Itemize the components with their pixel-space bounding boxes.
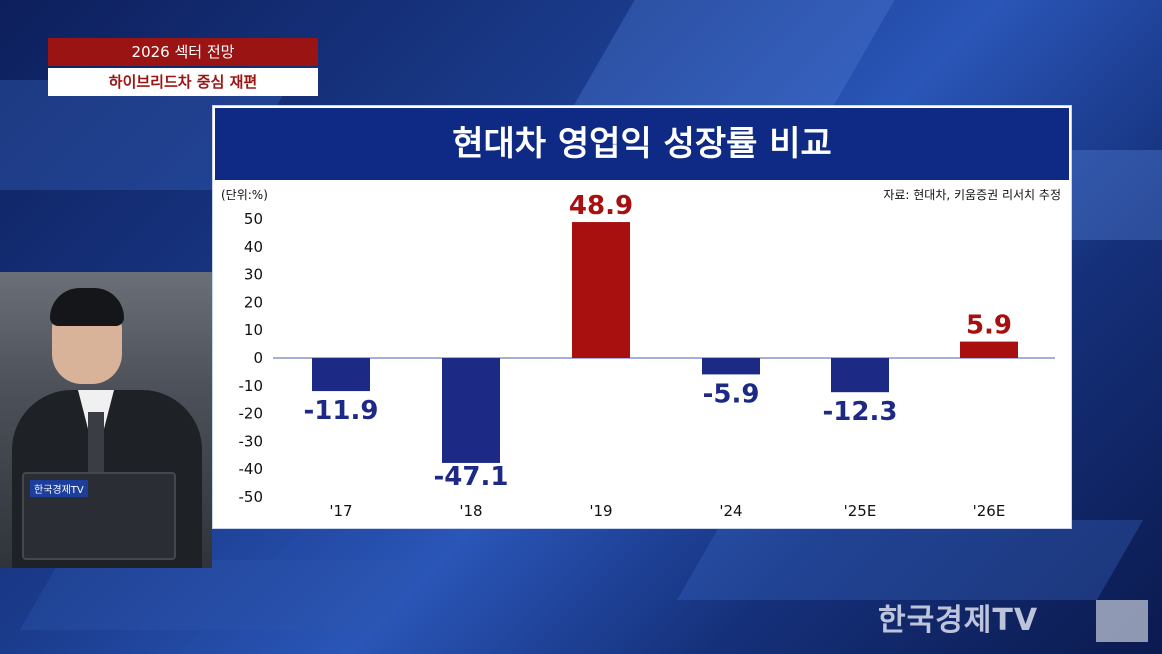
data-label: 48.9 bbox=[569, 191, 633, 221]
x-tick-label: '24 bbox=[719, 502, 742, 520]
y-tick-label: 30 bbox=[244, 266, 263, 284]
background-stripe bbox=[676, 520, 1144, 600]
data-label: -47.1 bbox=[434, 462, 509, 492]
anchor-hair bbox=[50, 288, 124, 326]
bar bbox=[831, 358, 889, 393]
anchor-laptop: 한국경제TV bbox=[22, 472, 176, 560]
bar bbox=[702, 358, 760, 375]
y-tick-label: -40 bbox=[239, 460, 264, 478]
chart-panel: 현대차 영업익 성장률 비교 (단위:%) 자료: 현대차, 키움증권 리서치 … bbox=[212, 105, 1072, 529]
background-stripe bbox=[565, 0, 895, 120]
x-tick-label: '25E bbox=[844, 502, 877, 520]
y-tick-label: 10 bbox=[244, 321, 263, 339]
chart-title: 현대차 영업익 성장률 비교 bbox=[215, 108, 1069, 180]
bar-chart: 50 40 30 20 10 0 -10 -20 -30 -40 -50 -11.9 '17 -47.1 '… bbox=[239, 191, 1055, 520]
anchor-video: 한국경제TV bbox=[0, 272, 212, 568]
y-tick-label: 50 bbox=[244, 210, 263, 228]
bar bbox=[572, 222, 630, 358]
x-tick-label: '19 bbox=[589, 502, 612, 520]
x-tick-label: '26E bbox=[973, 502, 1006, 520]
unit-label: (단위:%) bbox=[221, 188, 268, 202]
bar bbox=[960, 341, 1018, 358]
background-stripe bbox=[19, 560, 421, 630]
segment-subtitle: 하이브리드차 중심 재편 bbox=[48, 68, 318, 96]
x-tick-label: '18 bbox=[459, 502, 482, 520]
y-tick-label: 20 bbox=[244, 293, 263, 311]
data-label: -11.9 bbox=[304, 396, 379, 426]
y-tick-label: 40 bbox=[244, 238, 263, 256]
data-label: 5.9 bbox=[966, 311, 1012, 341]
data-label: -12.3 bbox=[823, 397, 898, 427]
laptop-logo: 한국경제TV bbox=[30, 480, 88, 497]
segment-tag: 2026 섹터 전망 bbox=[48, 38, 318, 66]
watermark-text: 한국경제TV bbox=[878, 603, 1039, 638]
watermark-box bbox=[1096, 600, 1148, 642]
channel-watermark: 한국경제TV bbox=[878, 600, 1148, 642]
y-tick-label: 0 bbox=[253, 349, 263, 367]
bar bbox=[312, 358, 370, 392]
y-tick-label: -20 bbox=[239, 405, 264, 423]
y-tick-label: -30 bbox=[239, 432, 264, 450]
source-note: 자료: 현대차, 키움증권 리서치 추정 bbox=[883, 188, 1061, 202]
data-label-background bbox=[435, 462, 507, 491]
y-tick-label: -50 bbox=[239, 488, 264, 506]
x-tick-label: '17 bbox=[329, 502, 352, 520]
data-label: -5.9 bbox=[703, 379, 760, 409]
y-tick-label: -10 bbox=[239, 377, 264, 395]
anchor-tie bbox=[88, 412, 104, 482]
